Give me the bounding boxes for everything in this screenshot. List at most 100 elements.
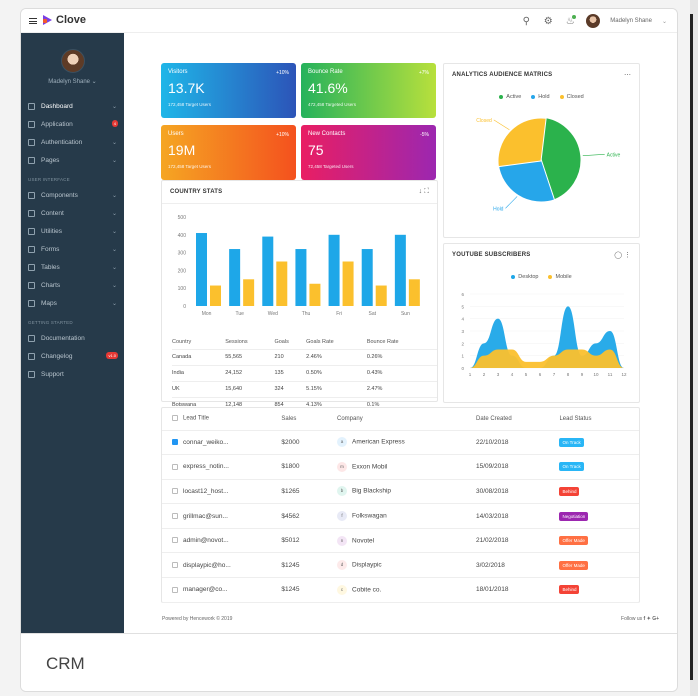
country-bar-chart: 0 100 200 300 400 500 Mon Tue Wed Thu Fri Sat Sun — [178, 215, 420, 316]
analytics-title: ANALYTICS AUDIENCE MATRICS — [452, 72, 553, 78]
table-row[interactable]: admin@novot... $5012 n Novotel 21/02/2018 Off… — [162, 528, 639, 554]
table-cell: 5.15% — [306, 380, 367, 397]
table-row[interactable]: manager@co... $1245 c Cobite co. 18/01/2018 B… — [162, 577, 639, 603]
chevron-down-icon: ⌄ — [111, 264, 117, 271]
sidebar-item-label: Dashboard — [41, 102, 73, 110]
table-row[interactable]: connar_weiko... $2000 a American Express 22/… — [162, 430, 639, 456]
twitter-icon[interactable]: ✦ — [646, 616, 651, 622]
lead-sales: $1245 — [281, 552, 338, 579]
sidebar-item-label: Tables — [41, 263, 60, 271]
legend-swatch — [511, 274, 516, 279]
status-badge: Behind — [559, 585, 580, 595]
table-row[interactable]: express_notin... $1800 m Exxon Mobil 15/09/2… — [162, 454, 639, 480]
stat-card-visitors[interactable]: Visitors +10% 13.7K 172,458 Target Users — [161, 63, 296, 118]
sidebar-item-maps[interactable]: Maps ⌄ — [21, 294, 124, 312]
sidebar-badge: v1.0 — [106, 352, 118, 359]
lead-company: Big Blackship — [352, 488, 392, 496]
sidebar-item-application[interactable]: Application 4 — [21, 115, 124, 133]
sidebar-item-content[interactable]: Content ⌄ — [21, 204, 124, 222]
lead-title[interactable]: manager@co... — [183, 586, 228, 594]
pie-slice — [497, 117, 547, 168]
sidebar-item-label: Forms — [41, 245, 60, 253]
section-user-interface: USER INTERFACE — [28, 177, 70, 182]
sidebar-item-tables[interactable]: Tables ⌄ — [21, 258, 124, 276]
stat-card-users[interactable]: Users +10% 19M 172,458 Target Users — [161, 125, 296, 180]
profile-name[interactable]: Madelyn Shane ⌄ — [48, 79, 97, 85]
sidebar-item-authentication[interactable]: Authentication ⌄ — [21, 133, 124, 151]
more-icon[interactable]: ⋯ — [624, 72, 631, 79]
pie-leader-line — [582, 154, 605, 157]
support-icon — [28, 370, 35, 378]
pie-leader-line — [505, 196, 518, 209]
y-tick-label: 3 — [461, 329, 464, 334]
lead-title[interactable]: grillmac@sun... — [183, 512, 228, 520]
x-tick-label: 4 — [511, 372, 514, 377]
y-tick-label: 300 — [178, 251, 187, 257]
refresh-icon[interactable]: ◯ ⋮ — [614, 252, 631, 259]
avatar[interactable] — [586, 14, 601, 28]
x-tick-label: 11 — [608, 372, 613, 377]
status-badge: On Track — [559, 437, 584, 447]
stat-card-bounce-rate[interactable]: Bounce Rate +7% 41.6% 472,458 Targeted User… — [301, 63, 436, 118]
x-tick-label: 7 — [553, 372, 556, 377]
sidebar-item-pages[interactable]: Pages ⌄ — [21, 151, 124, 169]
menu-toggle-icon[interactable] — [29, 18, 37, 24]
row-checkbox[interactable] — [172, 463, 178, 470]
search-icon[interactable]: ⚲ — [522, 15, 530, 27]
lead-title[interactable]: express_notin... — [183, 463, 229, 471]
lead-title[interactable]: displaypic@ho... — [183, 561, 231, 569]
sidebar-item-components[interactable]: Components ⌄ — [21, 186, 124, 204]
sidebar-item-changelog[interactable]: Changelog v1.0 — [21, 347, 124, 365]
card-subtext: 172,458 Target Users — [168, 102, 211, 107]
leads-table: Lead Title Sales Company Date Created Lead S… — [162, 408, 639, 603]
row-checkbox[interactable] — [172, 439, 178, 446]
facebook-icon[interactable]: f — [643, 616, 646, 622]
lead-title[interactable]: admin@novot... — [183, 537, 229, 545]
x-tick-label: 3 — [497, 372, 500, 377]
bell-icon[interactable]: ♨ — [565, 15, 577, 27]
row-checkbox[interactable] — [172, 562, 178, 569]
sidebar-badge: 4 — [111, 120, 118, 127]
lead-sales: $1245 — [281, 577, 338, 603]
panel-actions[interactable]: ↓ ⛶ — [418, 188, 429, 195]
gear-icon[interactable]: ⚙ — [543, 15, 553, 27]
card-change: +10% — [276, 70, 289, 76]
company-avatar-icon: f — [337, 511, 348, 522]
user-name[interactable]: Madelyn Shane — [610, 18, 652, 24]
profile-avatar[interactable] — [60, 49, 85, 73]
row-checkbox[interactable] — [172, 586, 178, 593]
analytics-legend: Active Hold Closed — [444, 94, 639, 100]
sidebar-item-forms[interactable]: Forms ⌄ — [21, 240, 124, 258]
table-cell: 0.43% — [366, 364, 437, 381]
area-series — [470, 349, 624, 368]
lead-status-cell: Negotiation — [559, 503, 639, 529]
lead-sales: $5012 — [281, 528, 338, 554]
sidebar-item-dashboard[interactable]: Dashboard ⌄ — [21, 97, 124, 115]
sidebar-item-charts[interactable]: Charts ⌄ — [21, 276, 124, 294]
sidebar-item-documentation[interactable]: Documentation — [21, 329, 124, 347]
select-all-checkbox[interactable] — [172, 415, 178, 422]
chevron-down-icon[interactable]: ⌄ — [661, 18, 667, 25]
row-checkbox[interactable] — [172, 488, 178, 495]
legend-entry: Mobile — [548, 274, 572, 280]
sidebar-item-utilities[interactable]: Utilities ⌄ — [21, 222, 124, 240]
table-row[interactable]: grillmac@sun... $4562 f Folkswagan 14/03/201… — [162, 503, 639, 529]
lock-icon — [28, 138, 35, 146]
table-row[interactable]: locast12_host... $1265 b Big Blackship 30/08… — [162, 479, 639, 505]
changelog-icon — [28, 352, 35, 360]
row-checkbox[interactable] — [172, 537, 178, 544]
brand-logo[interactable]: Clove — [43, 14, 86, 26]
stat-card-new-contacts[interactable]: New Contacts -5% 75 72,458 Targeted Users — [301, 125, 436, 180]
lead-title[interactable]: locast12_host... — [183, 487, 229, 495]
google-plus-icon[interactable]: G+ — [652, 616, 659, 622]
lead-title[interactable]: connar_weiko... — [183, 438, 229, 446]
row-checkbox[interactable] — [172, 512, 178, 519]
sidebar-item-label: Maps — [41, 299, 57, 307]
sidebar-item-support[interactable]: Support — [21, 365, 124, 383]
table-row[interactable]: displaypic@ho... $1245 d Displaypic 3/02/201… — [162, 552, 639, 579]
lead-company-cell: d Displaypic — [337, 552, 476, 579]
x-tick-label: Sat — [369, 311, 377, 316]
page-scrollbar[interactable] — [690, 0, 698, 696]
column-header: Lead Title — [162, 408, 282, 431]
status-badge: Behind — [559, 486, 580, 496]
